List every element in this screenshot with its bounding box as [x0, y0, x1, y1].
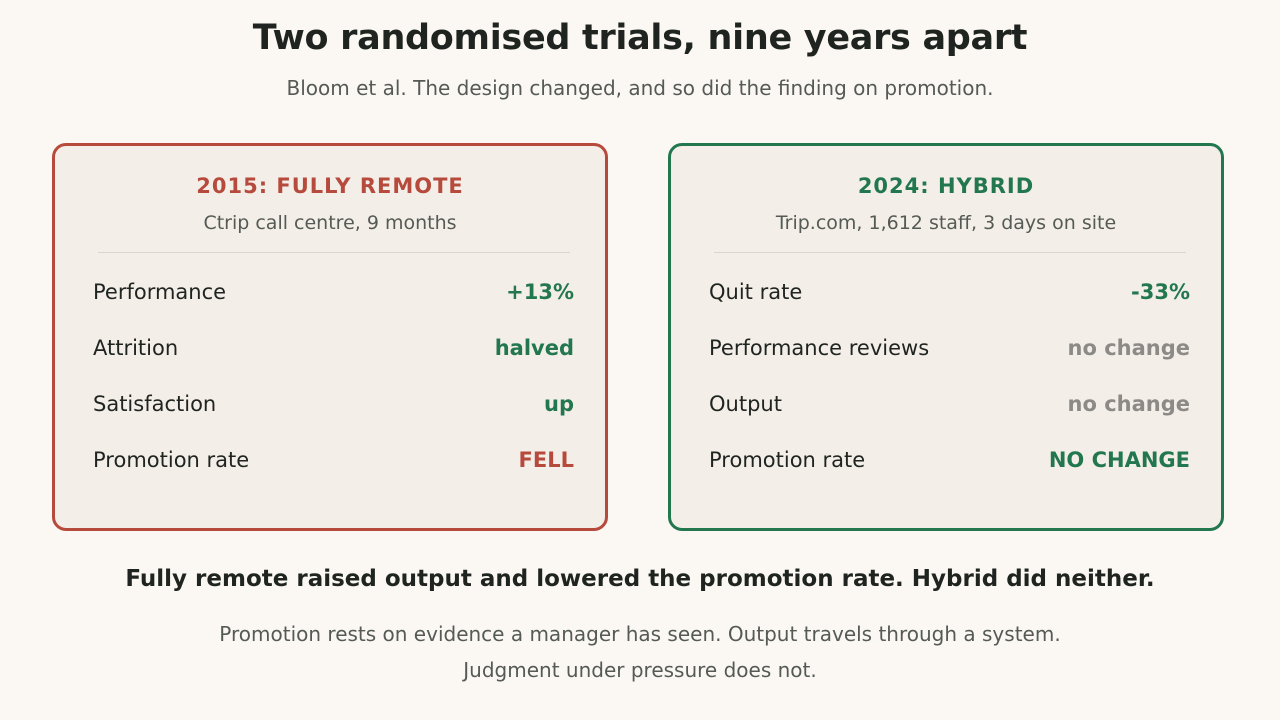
- metric-label: Quit rate: [709, 280, 803, 304]
- metric-value: halved: [494, 336, 574, 360]
- metric-row: Quit rate -33%: [709, 276, 1190, 332]
- card-title: 2024: HYBRID: [857, 174, 1035, 198]
- card-subtitle: Ctrip call centre, 9 months: [203, 212, 457, 234]
- metric-value: NO CHANGE: [1048, 448, 1190, 472]
- metric-label: Promotion rate: [709, 448, 866, 472]
- metric-row: Promotion rate FELL: [93, 444, 574, 500]
- note-line: Promotion rests on evidence a manager ha…: [219, 622, 1061, 646]
- metric-value: no change: [1067, 336, 1190, 360]
- metric-value: +13%: [506, 280, 574, 304]
- card-2024-hybrid: 2024: HYBRID Trip.com, 1,612 staff, 3 da…: [668, 143, 1224, 531]
- metrics-list: Quit rate -33% Performance reviews no ch…: [709, 276, 1190, 500]
- card-subtitle: Trip.com, 1,612 staff, 3 days on site: [775, 212, 1117, 234]
- card-2015-fully-remote: 2015: FULLY REMOTE Ctrip call centre, 9 …: [52, 143, 608, 531]
- card-divider: [98, 252, 570, 253]
- metric-row: Attrition halved: [93, 332, 574, 388]
- metric-label: Performance reviews: [709, 336, 930, 360]
- metric-value: FELL: [518, 448, 574, 472]
- metric-row: Performance reviews no change: [709, 332, 1190, 388]
- metrics-list: Performance +13% Attrition halved Satisf…: [93, 276, 574, 500]
- metric-label: Attrition: [93, 336, 179, 360]
- metric-label: Satisfaction: [93, 392, 217, 416]
- page-title: Two randomised trials, nine years apart: [252, 18, 1028, 58]
- card-divider: [714, 252, 1186, 253]
- metric-row: Output no change: [709, 388, 1190, 444]
- metric-row: Satisfaction up: [93, 388, 574, 444]
- explanatory-note: Promotion rests on evidence a manager ha…: [0, 616, 1280, 688]
- metric-value: -33%: [1131, 280, 1190, 304]
- metric-row: Promotion rate NO CHANGE: [709, 444, 1190, 500]
- metric-value: no change: [1067, 392, 1190, 416]
- metric-row: Performance +13%: [93, 276, 574, 332]
- metric-label: Performance: [93, 280, 227, 304]
- metric-label: Output: [709, 392, 782, 416]
- metric-label: Promotion rate: [93, 448, 250, 472]
- takeaway-text: Fully remote raised output and lowered t…: [125, 566, 1155, 592]
- metric-value: up: [544, 392, 574, 416]
- note-line: Judgment under pressure does not.: [463, 658, 817, 682]
- page-subtitle: Bloom et al. The design changed, and so …: [286, 76, 994, 100]
- card-title: 2015: FULLY REMOTE: [196, 174, 464, 198]
